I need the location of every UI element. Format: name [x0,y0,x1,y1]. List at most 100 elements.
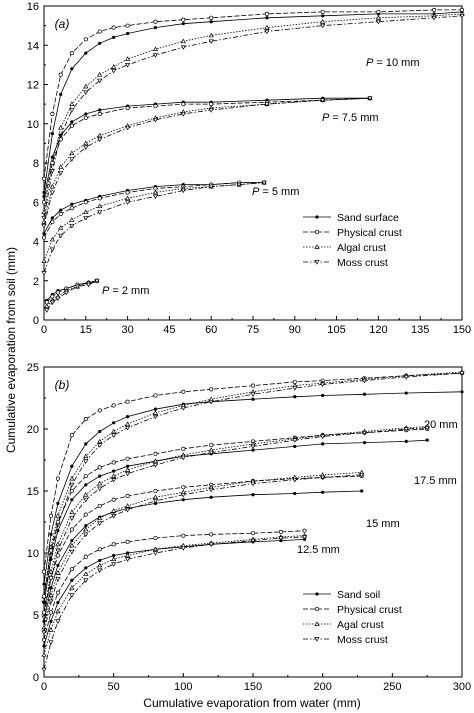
legend-swatch-marker [314,637,320,642]
panel-a-data-point [153,19,158,24]
panel-a-data-point [125,106,130,111]
panel-b-data-point [321,442,325,446]
panel-b-data-point [125,493,130,499]
legend-swatch-marker [314,229,320,235]
panel-b-data-point [97,515,103,521]
panel-a-data-point [49,169,55,174]
panel-a-data-point [264,102,270,107]
panel-a-data-point [69,123,74,128]
panel-b-data-point [69,567,74,572]
panel-b-data-point [180,492,186,498]
panel-b-data-point [70,464,74,468]
panel-a-data-point [111,25,116,30]
panel-b-data-point [124,421,131,426]
legend-entry-label: Moss crust [337,257,388,269]
panel-a-data-point [74,284,81,290]
panel-a-data-point [50,131,54,136]
panel-a-data-point [124,63,131,68]
panel-a-data-point [376,9,381,14]
panel-b-data-point [98,474,102,478]
panel-b-data-point [124,425,131,431]
panel-b-data-point [48,592,54,598]
panel-a-data-point [97,78,103,84]
panel-a-series-line [43,9,462,179]
panel-b-data-point [250,444,256,450]
legend-swatch-marker [314,260,320,265]
panel-b-data-point [97,408,102,413]
panel-a-series-line [43,15,463,218]
panel-b-data-point [69,516,75,521]
panel-a-legend: Sand surface Physical crust Algal crust Mos… [303,212,402,269]
panel-b-data-point [459,371,465,376]
panel-b-y-tick-label: 25 [27,362,39,374]
panel-a-data-point [42,232,46,236]
panel-a-data-point [41,209,47,214]
panel-b-y-tick-label: 5 [33,610,39,622]
panel-a-data-point [321,14,325,18]
panel-a-data-point [63,290,69,296]
panel-a-data-point [97,71,103,77]
panel-b-data-point [124,507,131,513]
panel-a-y-tick-label: 12 [27,80,39,92]
panel-b-data-point [83,532,89,538]
panel-a-data-point [70,120,74,124]
panel-a-data-point [50,294,55,299]
panel-b-data-point [126,464,130,468]
panel-b-data-point [111,428,117,434]
panel-b-data-point [41,610,47,615]
panel-a-y-tick-label: 14 [27,40,39,52]
panel-a-data-point [55,296,61,302]
panel-b-data-point [209,443,214,448]
panel-b-annotation-3: 12.5 mm [297,544,340,556]
panel-a-data-point [320,18,326,24]
panel-a-data-point [83,209,89,214]
panel-b-data-point [97,480,103,486]
panel-b-data-point [111,562,117,567]
panel-b-data-point [55,608,61,614]
panel-b-data-point [97,562,103,568]
panel-b-data-point [42,601,46,605]
legend-entry-label: Physical crust [337,227,402,239]
panel-b-data-point [41,615,47,621]
panel-b-data-point [98,558,102,563]
panel-b-data-point [97,486,103,492]
panel-a-data-point [112,35,116,40]
panel-a-data-point [180,112,186,117]
panel-b-data-point [41,569,47,574]
panel-b-data-point [361,378,368,384]
panel-a-data-point [180,188,186,194]
panel-b-data-point [292,386,298,391]
panel-a-data-point [98,108,102,112]
panel-a-data-point [58,233,64,239]
panel-a-data-point [50,155,54,159]
panel-a-data-point [152,46,159,52]
panel-a-series-line [43,182,265,234]
panel-b-data-point [361,430,368,436]
panel-b-data-point [84,524,88,528]
panel-a-data-point [459,13,465,19]
panel-a-frame [43,5,463,321]
panel-a-data-point [181,17,186,22]
panel-b-data-point [70,578,74,582]
panel-b-chart: 0 50 100 150 200 250 300 0 5 10 15 20 25 (b) 20 mm 17.5… [27,362,471,693]
panel-a-x-tick-label: 120 [369,324,387,336]
panel-a-data-point [111,68,117,74]
panel-b-data-point [181,485,186,490]
panel-b-data-point [152,410,159,415]
panel-a-data-point [69,157,75,162]
panel-a-y-tick-label: 4 [33,237,39,249]
panel-b-data-point [48,575,54,580]
panel-b-data-point [209,495,213,499]
panel-b-data-point [42,619,46,623]
panel-b-data-point [251,397,255,401]
panel-b-data-point [48,599,54,605]
panel-a-data-point [83,140,89,146]
panel-b-group-1 [41,423,430,621]
panel-b-data-point [69,527,74,532]
panel-a-y-tick-label: 16 [27,1,39,13]
panel-a-data-point [69,206,74,211]
panel-b-data-point [152,546,159,552]
panel-b-data-point [180,406,186,411]
panel-a-data-point [124,195,131,201]
panel-b-data-point [403,427,409,432]
